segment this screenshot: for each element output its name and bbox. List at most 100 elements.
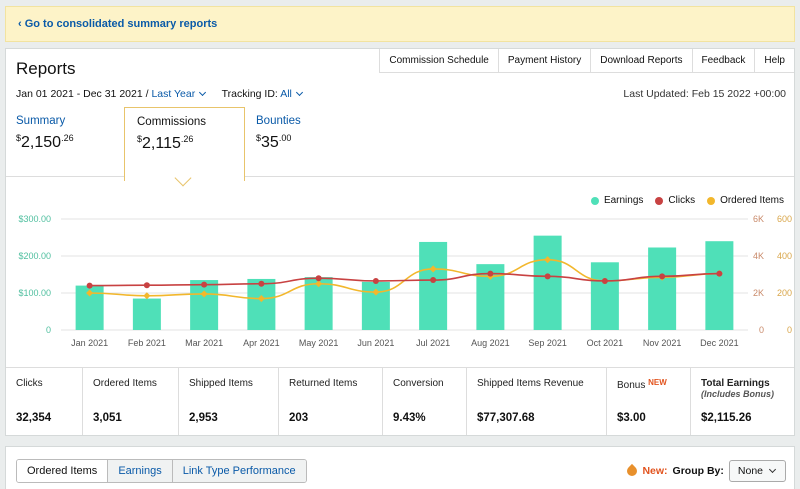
legend-earnings-marker bbox=[590, 196, 599, 205]
tab-summary-label: Summary bbox=[16, 115, 66, 127]
ordered-items-point bbox=[86, 289, 94, 297]
tracking-id-label: Tracking ID: bbox=[221, 88, 278, 100]
x-axis-tick-label: Dec 2021 bbox=[700, 338, 739, 348]
group-by-select[interactable]: None bbox=[728, 460, 786, 482]
legend-ordered-items[interactable]: Ordered Items bbox=[707, 195, 784, 206]
tab-link-type-performance[interactable]: Link Type Performance bbox=[172, 460, 306, 482]
value-cents: .26 bbox=[180, 134, 194, 144]
clicks-point bbox=[143, 282, 150, 289]
tab-summary[interactable]: Summary $2,150.26 bbox=[16, 107, 121, 177]
stat-conversion-value: 9.43% bbox=[393, 412, 426, 424]
stat-bonus-label: Bonus NEW bbox=[617, 378, 690, 391]
x-axis-tick-label: Nov 2021 bbox=[643, 338, 682, 348]
rocket-icon bbox=[625, 463, 640, 479]
x-axis-tick-label: Jun 2021 bbox=[357, 338, 394, 348]
items-axis-tick-label: 600 bbox=[777, 214, 792, 224]
clicks-point bbox=[86, 282, 93, 289]
new-badge: NEW bbox=[648, 378, 667, 387]
clicks-point bbox=[430, 277, 437, 284]
legend-clicks-label: Clicks bbox=[668, 195, 696, 206]
tab-commissions-value: $2,115.26 bbox=[137, 134, 193, 153]
period-dropdown[interactable]: Last Year bbox=[151, 88, 207, 100]
stat-clicks-value: 32,354 bbox=[16, 412, 52, 424]
commission-schedule-link[interactable]: Commission Schedule bbox=[380, 49, 499, 72]
earnings-bar bbox=[247, 278, 276, 330]
detail-tabs: Ordered Items Earnings Link Type Perform… bbox=[16, 459, 307, 483]
currency-symbol: $ bbox=[256, 133, 262, 143]
ordered-items-point bbox=[544, 256, 552, 264]
legend-clicks[interactable]: Clicks bbox=[655, 195, 695, 206]
date-range: Jan 01 2021 - Dec 31 2021 / bbox=[16, 88, 149, 100]
summary-tabs: Summary $2,150.26 Commissions $2,115.26 … bbox=[6, 107, 794, 181]
chart-legend: Earnings Clicks Ordered Items bbox=[590, 195, 784, 206]
stat-shipped-revenue-label: Shipped Items Revenue bbox=[477, 378, 584, 389]
group-by-select-value: None bbox=[737, 465, 763, 477]
x-axis-tick-label: Aug 2021 bbox=[471, 338, 510, 348]
items-axis-tick-label: 400 bbox=[777, 251, 792, 261]
reports-card: Reports Commission Schedule Payment Hist… bbox=[5, 48, 795, 436]
stat-shipped-items: Shipped Items 2,953 bbox=[179, 368, 279, 435]
clicks-axis-tick-label: 4K bbox=[753, 251, 764, 261]
ordered-items-point bbox=[429, 265, 437, 273]
earnings-bar bbox=[590, 262, 619, 330]
value-whole: 2,115 bbox=[142, 135, 181, 152]
tab-summary-value: $2,150.26 bbox=[16, 133, 74, 152]
clicks-point bbox=[201, 281, 208, 288]
earnings-bar bbox=[132, 298, 161, 330]
currency-symbol: $ bbox=[137, 134, 143, 144]
group-by-control: New: Group By: None bbox=[625, 460, 786, 482]
tab-bounties[interactable]: Bounties $35.00 bbox=[256, 107, 356, 177]
ordered-items-point bbox=[315, 280, 323, 288]
ordered-items-point bbox=[372, 288, 380, 296]
stats-row: Clicks 32,354 Ordered Items 3,051 Shipped … bbox=[6, 367, 794, 435]
tab-commissions[interactable]: Commissions $2,115.26 bbox=[124, 107, 245, 181]
x-axis-tick-label: Jul 2021 bbox=[416, 338, 450, 348]
clicks-point bbox=[487, 270, 494, 277]
clicks-axis-tick-label: 2K bbox=[753, 288, 764, 298]
ordered-items-point bbox=[257, 295, 265, 303]
stat-shipped-revenue: Shipped Items Revenue $77,307.68 bbox=[467, 368, 607, 435]
help-link[interactable]: Help bbox=[764, 55, 785, 66]
items-axis-tick-label: 200 bbox=[777, 288, 792, 298]
tab-ordered-items[interactable]: Ordered Items bbox=[17, 460, 109, 482]
earnings-bar bbox=[533, 235, 562, 330]
period-dropdown-label: Last Year bbox=[151, 88, 196, 100]
x-axis-tick-label: Sep 2021 bbox=[528, 338, 567, 348]
payment-history-link[interactable]: Payment History bbox=[499, 49, 592, 72]
stat-returned-items: Returned Items 203 bbox=[279, 368, 383, 435]
consolidated-reports-banner: ‹ Go to consolidated summary reports bbox=[5, 6, 795, 42]
feedback-link[interactable]: Feedback bbox=[693, 49, 756, 72]
left-axis-tick-label: $300.00 bbox=[18, 214, 51, 224]
ordered-items-point bbox=[200, 290, 208, 298]
stat-total-earnings-sublabel: (Includes Bonus) bbox=[701, 389, 775, 399]
tracking-id-dropdown[interactable]: All bbox=[280, 88, 304, 100]
stat-returned-items-value: 203 bbox=[289, 412, 309, 424]
earnings-bar bbox=[705, 241, 734, 330]
clicks-point bbox=[544, 273, 551, 280]
stat-total-earnings-value: $2,115.26 bbox=[701, 412, 752, 424]
chevron-down-icon bbox=[768, 465, 777, 474]
value-whole: 2,150 bbox=[21, 134, 62, 151]
download-reports-link[interactable]: Download Reports bbox=[591, 49, 693, 72]
currency-symbol: $ bbox=[16, 133, 22, 143]
back-to-consolidated-link[interactable]: ‹ Go to consolidated summary reports bbox=[18, 18, 218, 30]
clicks-point bbox=[315, 275, 322, 282]
stat-total-earnings-label: Total Earnings bbox=[701, 378, 770, 389]
legend-ordered-items-marker bbox=[707, 196, 716, 205]
tab-bounties-value: $35.00 bbox=[256, 133, 291, 152]
ordered-items-point bbox=[143, 292, 151, 300]
earnings-bar bbox=[419, 241, 448, 330]
clicks-axis-tick-label: 0 bbox=[759, 325, 764, 335]
stat-shipped-revenue-value: $77,307.68 bbox=[477, 412, 535, 424]
stat-bonus-label-text: Bonus bbox=[617, 380, 646, 391]
legend-earnings[interactable]: Earnings bbox=[590, 195, 643, 206]
earnings-bar bbox=[190, 280, 219, 330]
legend-clicks-marker bbox=[655, 196, 664, 205]
items-axis-tick-label: 0 bbox=[787, 325, 792, 335]
value-cents: .00 bbox=[278, 133, 292, 143]
tab-bounties-label: Bounties bbox=[256, 115, 301, 127]
stat-ordered-items-value: 3,051 bbox=[93, 412, 122, 424]
stat-shipped-items-value: 2,953 bbox=[189, 412, 218, 424]
tab-earnings[interactable]: Earnings bbox=[108, 460, 173, 482]
stat-conversion-label: Conversion bbox=[393, 378, 444, 389]
